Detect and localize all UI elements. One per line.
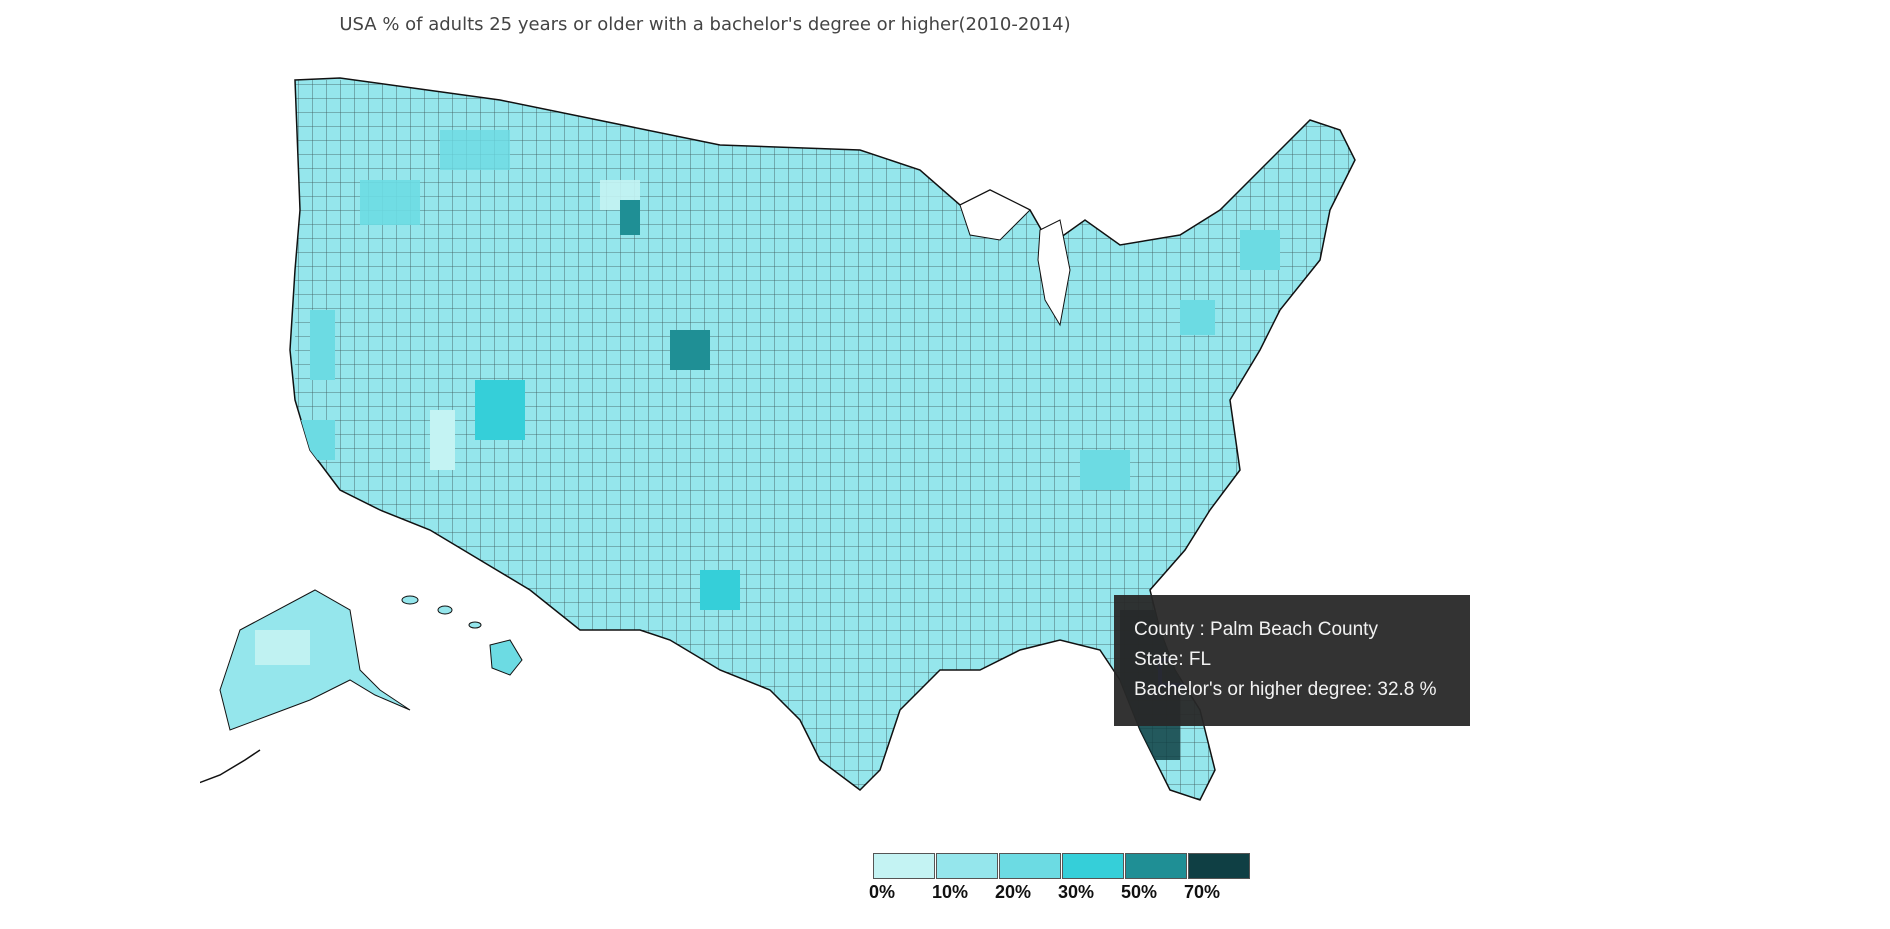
hawaii[interactable] [401,595,523,676]
legend-swatch [873,853,935,879]
legend-label: 10% [932,882,969,902]
legend-swatches [873,853,1251,879]
legend-labels: 0% 10% 20% 30% 50% 70% [869,882,1251,908]
legend-label: 0% [869,882,896,902]
legend-label: 70% [1184,882,1221,902]
tooltip-value: Bachelor's or higher degree: 32.8 % [1134,679,1437,700]
legend-swatch [1062,853,1124,879]
tooltip-state: State: FL [1134,649,1212,670]
legend-swatch [936,853,998,879]
map-subtitle: USA % of adults 25 years or older with a… [339,14,1071,35]
choropleth-map[interactable] [200,70,1450,830]
legend-label: 30% [1058,882,1095,902]
color-legend: 0% 10% 20% 30% 50% 70% [869,853,1251,908]
legend-swatch [1188,853,1250,879]
legend-label: 50% [1121,882,1158,902]
legend-label: 20% [995,882,1032,902]
tooltip-county: County : Palm Beach County [1134,619,1378,640]
usa-county-map[interactable] [200,70,1450,830]
alaska[interactable] [200,589,411,790]
county-tooltip: County : Palm Beach County State: FL Bac… [1114,595,1470,726]
legend-swatch [999,853,1061,879]
legend-swatch [1125,853,1187,879]
